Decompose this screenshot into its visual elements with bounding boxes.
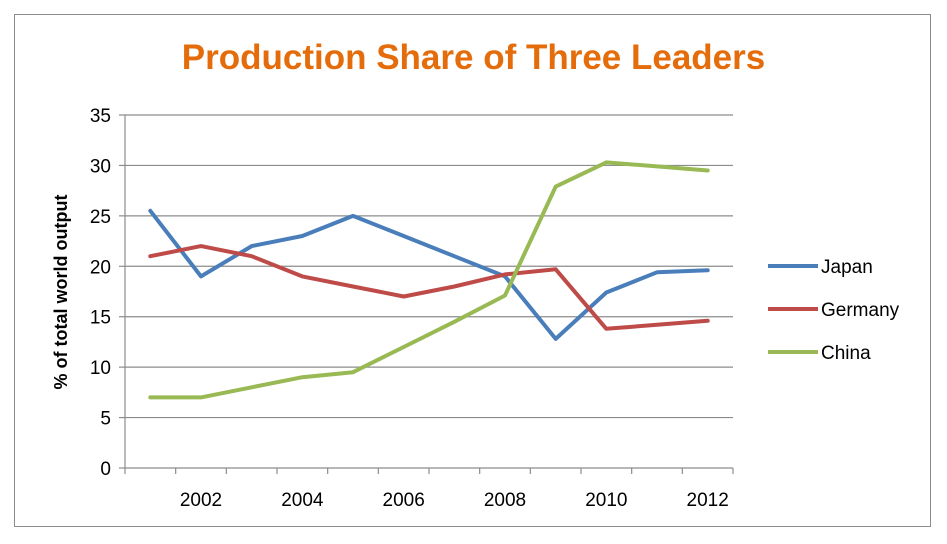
y-axis-label: % of total world output: [51, 195, 71, 390]
y-tick-label: 25: [90, 207, 111, 228]
series-line-china: [148, 160, 710, 400]
x-tick-labels: 2002 2004 2006 2008 2010 2012: [180, 490, 729, 511]
y-tick-label: 30: [90, 156, 111, 177]
y-tick-labels: 0 5 10 15 20 25 30 35: [90, 106, 111, 480]
legend-item-japan: Japan: [768, 257, 873, 278]
x-tick-label: 2010: [585, 490, 627, 511]
y-tick-label: 5: [100, 409, 111, 430]
y-tick-label: 15: [90, 308, 111, 329]
x-tick-label: 2004: [281, 490, 324, 511]
y-tick-label: 35: [90, 106, 111, 127]
series-line-japan: [148, 208, 710, 341]
legend-item-germany: Germany: [768, 300, 900, 321]
legend-label: China: [821, 343, 871, 364]
legend-item-china: China: [768, 343, 871, 364]
x-tick-label: 2002: [180, 490, 222, 511]
series-lines: [148, 160, 710, 400]
y-tick-label: 0: [100, 459, 111, 480]
series-line-germany: [148, 244, 710, 331]
legend-label: Germany: [821, 300, 900, 321]
y-tick-label: 20: [90, 257, 111, 278]
legend-label: Japan: [821, 257, 873, 278]
x-tick-label: 2012: [687, 490, 729, 511]
chart-title: Production Share of Three Leaders: [181, 38, 766, 77]
axes: [119, 114, 734, 474]
legend: Japan Germany China: [768, 257, 900, 364]
chart-frame: [14, 14, 931, 527]
x-tick-label: 2006: [383, 490, 425, 511]
x-tick-label: 2008: [484, 490, 526, 511]
y-tick-label: 10: [90, 358, 111, 379]
